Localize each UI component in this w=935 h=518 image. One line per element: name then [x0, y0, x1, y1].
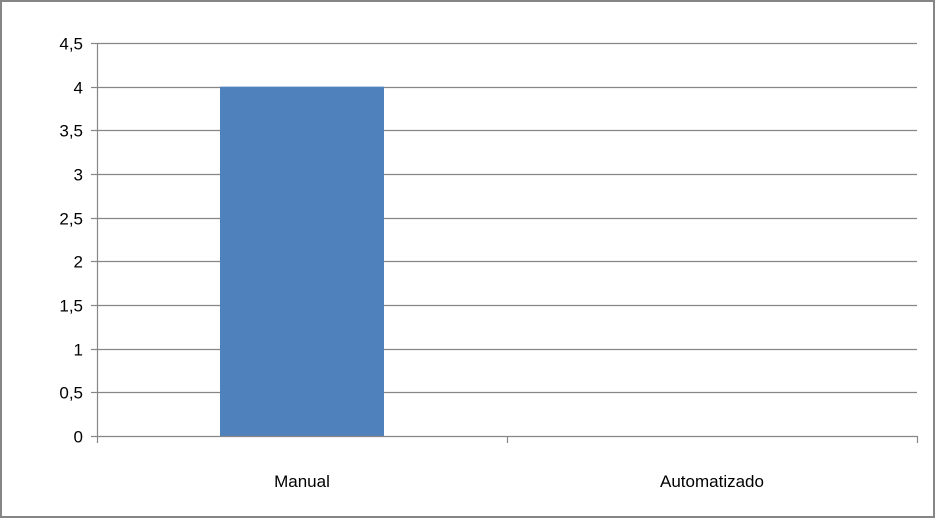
category-label: Automatizado	[660, 472, 764, 491]
y-tick-label: 2	[74, 253, 83, 272]
y-tick-label: 1	[74, 341, 83, 360]
y-tick-label: 2,5	[59, 210, 83, 229]
y-tick-label: 4,5	[59, 35, 83, 54]
y-tick-label: 0	[74, 428, 83, 447]
y-tick-label: 4	[74, 79, 83, 98]
category-label: Manual	[274, 472, 330, 491]
y-tick-label: 1,5	[59, 297, 83, 316]
axes	[91, 42, 919, 443]
y-tick-label: 3	[74, 166, 83, 185]
bar-manual	[220, 86, 384, 437]
y-tick-label: 3,5	[59, 122, 83, 141]
category-labels: Manual Automatizado	[274, 472, 764, 491]
y-tick-label: 0,5	[59, 384, 83, 403]
bars	[220, 86, 384, 437]
y-tick-labels: 0 0,5 1 1,5 2 2,5 3 3,5 4 4,5	[59, 35, 83, 447]
